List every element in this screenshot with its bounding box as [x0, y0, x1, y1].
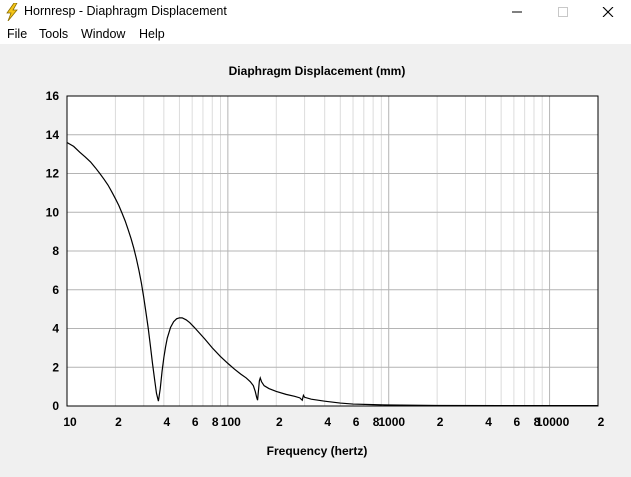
lightning-bolt-icon — [6, 3, 18, 21]
y-tick-label: 2 — [52, 360, 59, 374]
x-axis-label: Frequency (hertz) — [267, 444, 368, 458]
x-tick-label: 6 — [514, 415, 521, 429]
x-tick-label: 8 — [212, 415, 219, 429]
x-tick-label: 8 — [534, 415, 541, 429]
x-tick-label: 2 — [115, 415, 122, 429]
x-tick-label: 1000 — [378, 415, 405, 429]
x-tick-label: 2 — [276, 415, 283, 429]
maximize-button[interactable] — [540, 0, 586, 24]
displacement-chart: Diaphragm Displacement (mm) 024681012141… — [46, 64, 605, 458]
minimize-button[interactable] — [494, 0, 540, 24]
menu-file[interactable]: File — [7, 27, 28, 41]
y-axis-ticks: 0 2 4 6 8 10 12 14 16 — [46, 89, 60, 413]
y-tick-label: 6 — [52, 283, 59, 297]
close-icon — [602, 7, 614, 17]
x-tick-label: 10000 — [536, 415, 570, 429]
y-tick-label: 0 — [52, 399, 59, 413]
x-tick-label: 100 — [221, 415, 241, 429]
displacement-curve — [66, 141, 598, 407]
x-tick-label: 10 — [63, 415, 77, 429]
window-title: Hornresp - Diaphragm Displacement — [24, 4, 227, 18]
y-tick-label: 12 — [46, 167, 60, 181]
title-bar: Hornresp - Diaphragm Displacement — [0, 0, 631, 24]
menu-window[interactable]: Window — [81, 27, 126, 41]
x-tick-label: 6 — [192, 415, 199, 429]
y-tick-label: 14 — [46, 128, 60, 142]
menu-tools[interactable]: Tools — [39, 27, 69, 41]
x-tick-label: 2 — [437, 415, 444, 429]
menu-bar: File Tools Window Help — [0, 24, 631, 44]
minimize-icon — [512, 11, 522, 13]
maximize-icon — [558, 7, 568, 17]
x-tick-label: 8 — [373, 415, 380, 429]
chart-panel: Diaphragm Displacement (mm) 0 2 4 6 8 10 12 14 1… — [0, 44, 631, 477]
x-tick-label: 2 — [598, 415, 605, 429]
x-tick-label: 6 — [353, 415, 360, 429]
y-tick-label: 8 — [52, 244, 59, 258]
y-tick-label: 4 — [52, 322, 59, 336]
x-tick-label: 4 — [164, 415, 171, 429]
close-button[interactable] — [585, 0, 631, 24]
y-tick-label: 16 — [46, 89, 60, 103]
y-tick-label: 10 — [46, 205, 60, 219]
menu-help[interactable]: Help — [139, 27, 165, 41]
x-tick-label: 4 — [485, 415, 492, 429]
chart-title: Diaphragm Displacement (mm) — [229, 64, 406, 78]
plot-frame — [66, 95, 599, 407]
major-grid — [67, 96, 598, 406]
x-tick-label: 4 — [324, 415, 331, 429]
